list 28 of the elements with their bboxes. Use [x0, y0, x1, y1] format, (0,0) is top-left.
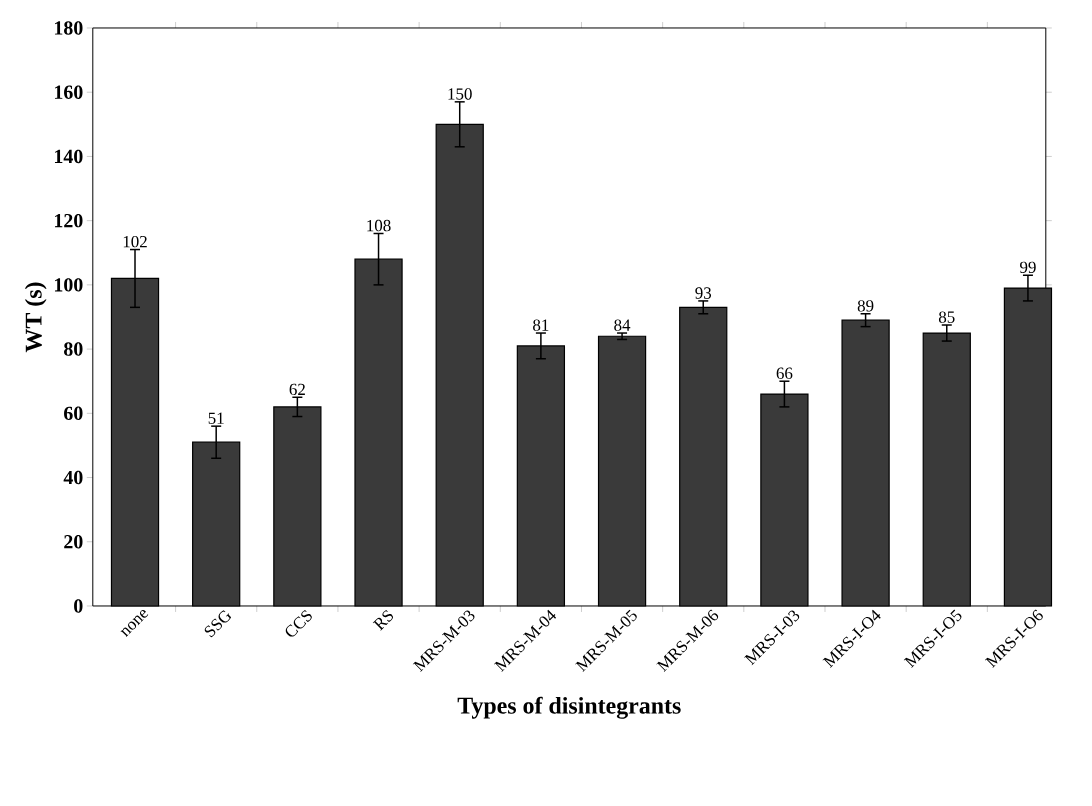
- data-label: 108: [367, 219, 391, 232]
- y-tick-label: 160: [54, 85, 83, 99]
- data-label: 85: [938, 311, 955, 323]
- x-axis-title: Types of disintegrants: [457, 696, 681, 719]
- y-tick-label: 180: [54, 21, 83, 35]
- y-tick-label: 60: [64, 406, 83, 421]
- data-label: 84: [614, 319, 631, 331]
- data-label: 62: [289, 383, 305, 396]
- x-tick-label: CCS: [285, 609, 312, 637]
- data-label: 99: [1020, 261, 1036, 274]
- y-axis-title: WT (s): [24, 282, 47, 353]
- y-tick-label: 40: [63, 470, 83, 485]
- y-tick-label: 20: [64, 535, 83, 549]
- data-label: 150: [448, 88, 472, 100]
- y-tick-label: 100: [54, 278, 83, 292]
- y-tick-label: 0: [74, 599, 83, 613]
- y-tick-label: 80: [64, 342, 83, 356]
- x-tick-label: RS: [372, 609, 394, 631]
- y-tick-label: 120: [54, 213, 83, 228]
- data-label: 89: [857, 300, 874, 312]
- x-tick-label: none: [120, 610, 149, 638]
- data-label: 102: [123, 235, 147, 248]
- data-label: 93: [695, 287, 712, 299]
- y-tick-label: 140: [54, 149, 83, 164]
- data-label: 66: [776, 367, 793, 380]
- data-label: 81: [533, 319, 549, 331]
- x-tick-label: SSG: [204, 610, 232, 638]
- data-label: 51: [208, 412, 224, 424]
